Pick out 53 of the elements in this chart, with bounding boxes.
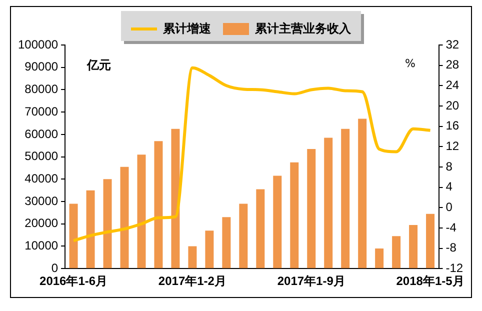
y2-tick-label: 0 (446, 200, 453, 214)
y2-tick-label: 16 (446, 118, 460, 133)
x-tick-label: 2017年1-2月 (158, 274, 226, 288)
bar (324, 138, 333, 268)
legend-label: 累计主营业务收入 (254, 21, 352, 36)
y-axis-title: 亿元 (87, 57, 111, 74)
y2-tick-label: 24 (446, 78, 460, 92)
y-tick-label: 80000 (24, 82, 58, 96)
y2-tick-label: 32 (446, 37, 460, 52)
y2-tick-label: 4 (446, 180, 453, 194)
y-tick-label: 60000 (24, 126, 58, 141)
bar (103, 179, 112, 268)
y2-tick-label: 12 (446, 138, 460, 153)
bar (358, 118, 367, 268)
bar (154, 141, 163, 268)
y2-axis-title: % (405, 57, 416, 70)
bar (256, 189, 265, 268)
bar (205, 230, 214, 268)
bar (222, 217, 231, 268)
y-tick-label: 10000 (24, 238, 58, 253)
bar (239, 204, 248, 268)
bar (273, 176, 282, 268)
x-tick-label: 2016年1-6月 (40, 274, 108, 288)
legend-label: 累计增速 (162, 21, 212, 36)
bar (69, 204, 78, 268)
y-tick-label: 90000 (24, 60, 58, 74)
bar (341, 128, 350, 268)
bar (171, 128, 180, 268)
x-tick-label: 2018年1-5月 (396, 274, 464, 288)
y-tick-label: 30000 (24, 194, 58, 208)
bar (307, 148, 316, 268)
bar (290, 162, 299, 268)
x-tick-label: 2017年1-9月 (277, 274, 346, 288)
bar (86, 190, 95, 268)
y2-tick-label: 20 (446, 98, 460, 112)
bar (188, 246, 197, 268)
bar (120, 166, 129, 268)
bar (137, 154, 146, 268)
y-tick-label: 70000 (24, 104, 58, 118)
bar (409, 225, 418, 268)
y-tick-label: 100000 (18, 37, 58, 52)
y2-tick-label: 8 (446, 159, 453, 174)
y2-tick-label: -4 (446, 220, 457, 234)
y2-tick-label: 28 (446, 58, 460, 72)
bar (392, 236, 401, 268)
bar (426, 214, 435, 268)
y-tick-label: 50000 (24, 149, 58, 164)
y-tick-label: 0 (51, 260, 58, 275)
y2-tick-label: -8 (446, 240, 457, 255)
bar (375, 248, 384, 268)
y-tick-label: 20000 (24, 216, 58, 230)
y2-tick-label: -12 (446, 260, 464, 275)
y-tick-label: 40000 (24, 171, 58, 186)
